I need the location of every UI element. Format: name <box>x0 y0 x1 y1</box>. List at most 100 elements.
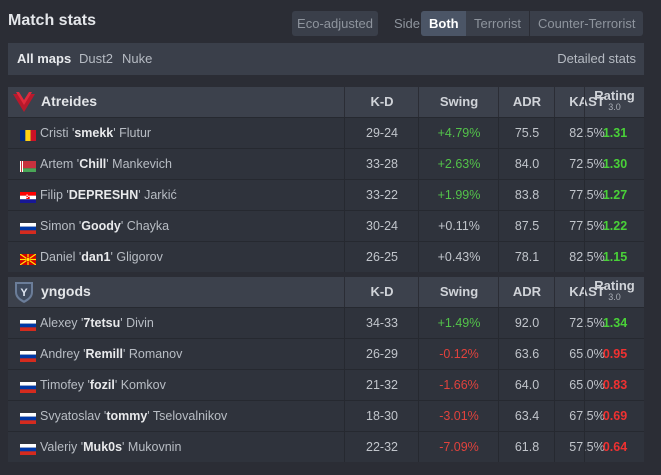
kast-cell: 77.5% <box>554 180 619 210</box>
north-macedonia-flag-icon <box>19 252 37 266</box>
player-first-name: Cristi ' <box>40 126 75 140</box>
side-option-both[interactable]: Both <box>421 11 466 36</box>
kast-cell: 67.5% <box>554 401 619 431</box>
swing-cell: +0.11% <box>418 211 499 241</box>
rating-cell: 0.69 <box>584 401 645 431</box>
kd-cell: 22-32 <box>344 432 419 462</box>
player-last-name: ' Chayka <box>120 219 170 233</box>
player-last-name: ' Divin <box>120 316 154 330</box>
player-name[interactable]: Simon 'Goody' Chayka <box>40 219 169 233</box>
kd-cell: 26-25 <box>344 242 419 272</box>
player-row: Valeriy 'Muk0s' Mukovnin 22-32 -7.09% 61.8 5… <box>8 431 644 462</box>
svg-text:Y: Y <box>20 287 28 299</box>
adr-cell: 78.1 <box>498 242 555 272</box>
col-header-kast: KAST <box>554 87 619 117</box>
kast-cell: 82.5% <box>554 118 619 148</box>
player-name[interactable]: Timofey 'fozil' Komkov <box>40 378 166 392</box>
eco-adjusted-toggle[interactable]: Eco-adjusted <box>292 11 378 36</box>
player-last-name: ' Tselovalnikov <box>147 409 228 423</box>
player-first-name: Andrey ' <box>40 347 86 361</box>
player-first-name: Daniel ' <box>40 250 82 264</box>
kd-cell: 30-24 <box>344 211 419 241</box>
player-name[interactable]: Artem 'Chill' Mankevich <box>40 157 172 171</box>
player-row: Alexey '7tetsu' Divin 34-33 +1.49% 92.0 72.5… <box>8 307 644 338</box>
kd-cell: 18-30 <box>344 401 419 431</box>
player-row: Svyatoslav 'tommy' Tselovalnikov 18-30 -3.… <box>8 400 644 431</box>
russia-flag-icon <box>20 411 36 424</box>
russia-flag-icon <box>20 380 36 393</box>
adr-cell: 84.0 <box>498 149 555 179</box>
player-first-name: Timofey ' <box>40 378 90 392</box>
player-nickname: tommy <box>106 409 148 423</box>
player-row: Andrey 'Remill' Romanov 26-29 -0.12% 63.6 65… <box>8 338 644 369</box>
side-option-counter-terrorist[interactable]: Counter-Terrorist <box>537 16 636 31</box>
kast-cell: 77.5% <box>554 211 619 241</box>
map-tab-nuke[interactable]: Nuke <box>122 51 153 66</box>
adr-cell: 87.5 <box>498 211 555 241</box>
map-tab-dust2[interactable]: Dust2 <box>79 51 113 66</box>
player-name[interactable]: Alexey '7tetsu' Divin <box>40 316 154 330</box>
player-nickname: 7tetsu <box>83 316 121 330</box>
col-header-swing: Swing <box>418 87 499 117</box>
swing-cell: -1.66% <box>418 370 499 400</box>
player-name[interactable]: Filip 'DEPRESHN' Jarkić <box>40 188 177 202</box>
kd-cell: 21-32 <box>344 370 419 400</box>
player-row: Artem 'Chill' Mankevich 33-28 +2.63% 84.0 72… <box>8 148 644 179</box>
russia-flag-icon <box>20 318 36 331</box>
col-header-kd: K-D <box>344 277 419 307</box>
player-nickname: Chill <box>79 157 107 171</box>
swing-cell: +0.43% <box>418 242 499 272</box>
player-row: Timofey 'fozil' Komkov 21-32 -1.66% 64.0 65.… <box>8 369 644 400</box>
croatia-flag-icon <box>20 190 36 203</box>
adr-cell: 92.0 <box>498 308 555 338</box>
russia-flag-icon <box>20 349 36 362</box>
team-header: Atreides K-D Swing ADR KAST Rating 3.0 <box>8 87 644 117</box>
map-tab-all-maps[interactable]: All maps <box>17 51 72 66</box>
player-nickname: DEPRESHN <box>68 188 139 202</box>
rating-cell: 1.22 <box>584 211 645 241</box>
player-name[interactable]: Cristi 'smekk' Flutur <box>40 126 151 140</box>
player-name[interactable]: Andrey 'Remill' Romanov <box>40 347 182 361</box>
kd-cell: 33-28 <box>344 149 419 179</box>
belarus-flag-icon <box>20 159 36 172</box>
col-header-kd: K-D <box>344 87 419 117</box>
player-name[interactable]: Daniel 'dan1' Gligorov <box>40 250 163 264</box>
rating-cell: 0.83 <box>584 370 645 400</box>
swing-cell: +1.99% <box>418 180 499 210</box>
player-last-name: ' Mukovnin <box>122 440 182 454</box>
player-nickname: Goody <box>81 219 121 233</box>
kd-cell: 26-29 <box>344 339 419 369</box>
col-header-rating: Rating 3.0 <box>584 87 644 117</box>
swing-cell: +4.79% <box>418 118 499 148</box>
player-first-name: Svyatoslav ' <box>40 409 107 423</box>
player-first-name: Alexey ' <box>40 316 84 330</box>
team-name[interactable]: yngods <box>41 283 91 299</box>
player-nickname: Muk0s <box>83 440 123 454</box>
col-header-adr: ADR <box>498 87 555 117</box>
col-header-swing: Swing <box>418 277 499 307</box>
player-last-name: ' Komkov <box>114 378 166 392</box>
kast-cell: 57.5% <box>554 432 619 462</box>
team-name[interactable]: Atreides <box>41 93 98 109</box>
player-nickname: Remill <box>85 347 123 361</box>
detailed-stats-link[interactable]: Detailed stats <box>557 51 636 66</box>
adr-cell: 63.6 <box>498 339 555 369</box>
player-row: Cristi 'smekk' Flutur 29-24 +4.79% 75.5 82.5… <box>8 117 644 148</box>
adr-cell: 75.5 <box>498 118 555 148</box>
player-name[interactable]: Valeriy 'Muk0s' Mukovnin <box>40 440 181 454</box>
rating-cell: 1.15 <box>584 242 645 272</box>
player-last-name: ' Mankevich <box>106 157 172 171</box>
adr-cell: 64.0 <box>498 370 555 400</box>
adr-cell: 61.8 <box>498 432 555 462</box>
player-first-name: Filip ' <box>40 188 69 202</box>
player-nickname: dan1 <box>81 250 111 264</box>
kast-cell: 65.0% <box>554 339 619 369</box>
side-option-terrorist[interactable]: Terrorist <box>474 16 521 31</box>
player-name[interactable]: Svyatoslav 'tommy' Tselovalnikov <box>40 409 227 423</box>
side-label: Side <box>394 16 421 31</box>
player-row: Filip 'DEPRESHN' Jarkić 33-22 +1.99% 83.8 77… <box>8 179 644 210</box>
rating-label: Rating <box>594 88 635 103</box>
rating-cell: 0.64 <box>584 432 645 462</box>
swing-cell: +2.63% <box>418 149 499 179</box>
